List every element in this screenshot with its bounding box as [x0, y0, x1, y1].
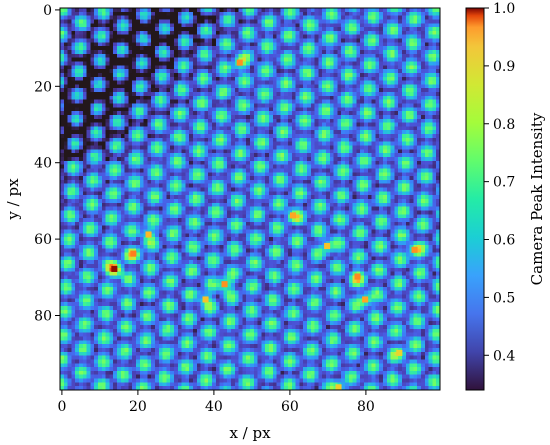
- colorbar-tick-label: 0.7: [493, 175, 515, 191]
- bright-spot-11: [411, 246, 418, 253]
- colorbar-tick-label: 0.8: [493, 117, 515, 133]
- y-tick-label: 0: [43, 3, 52, 19]
- bright-spot-5: [221, 281, 228, 288]
- bright-spot-7: [289, 212, 296, 219]
- colorbar-tick-label: 0.9: [493, 59, 515, 75]
- x-tick-label: 0: [57, 399, 66, 415]
- bright-spot-4: [145, 231, 152, 238]
- colorbar-axis: 0.4 0.5 0.6 0.7 0.8 0.9 1.0: [484, 1, 515, 364]
- bright-spot-12: [335, 384, 342, 391]
- bright-spot-10: [362, 296, 369, 303]
- plot-frame: [59, 7, 441, 391]
- bright-spot-1: [111, 265, 118, 272]
- x-tick-label: 60: [281, 399, 299, 415]
- x-axis: 0 20 40 60 80: [57, 390, 375, 415]
- colorbar-label: Camera Peak Intensity: [528, 112, 546, 285]
- y-tick-label: 80: [34, 309, 52, 325]
- bright-spot-9: [354, 273, 361, 280]
- colorbar-tick-label: 0.6: [493, 233, 515, 249]
- colorbar-tick-label: 1.0: [493, 1, 515, 17]
- bright-spot-2: [236, 59, 243, 66]
- bright-spot-3: [130, 250, 137, 257]
- x-tick-label: 40: [205, 399, 223, 415]
- bright-spot-8: [324, 242, 331, 250]
- heatmap-image: [60, 8, 440, 390]
- y-tick-label: 60: [34, 232, 52, 248]
- x-tick-label: 80: [357, 399, 375, 415]
- y-axis-label: y / px: [4, 178, 22, 221]
- x-axis-label: x / px: [229, 424, 271, 442]
- y-tick-label: 40: [34, 156, 52, 172]
- colorbar-tick-label: 0.4: [493, 348, 515, 364]
- y-axis: 0 20 40 60 80: [34, 3, 60, 325]
- bright-spot-13: [396, 349, 403, 357]
- heatmap-plot: [60, 8, 440, 391]
- bright-spot-6: [202, 296, 209, 303]
- colorbar-tick-label: 0.5: [493, 290, 515, 306]
- x-tick-label: 20: [129, 399, 147, 415]
- y-tick-label: 20: [34, 79, 52, 95]
- colorbar: [465, 7, 485, 391]
